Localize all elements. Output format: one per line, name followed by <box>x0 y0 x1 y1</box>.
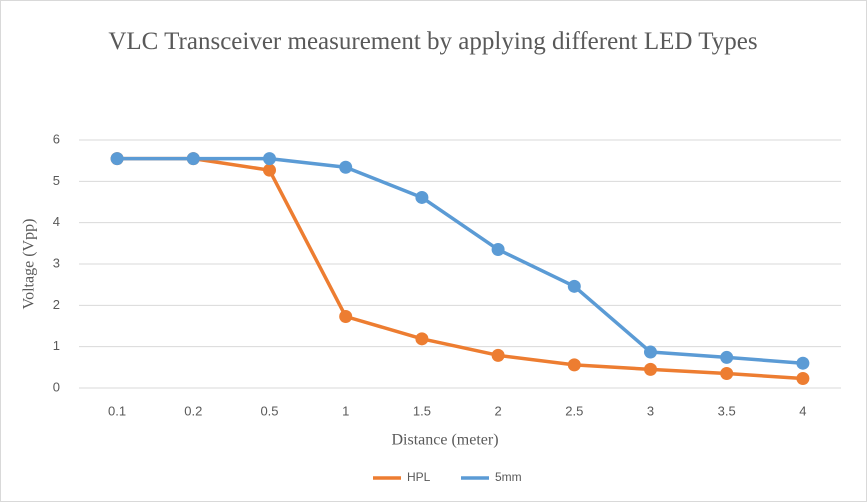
legend-label: HPL <box>407 470 431 484</box>
x-tick-label: 1 <box>342 403 349 418</box>
data-point <box>263 152 276 166</box>
y-tick-label: 1 <box>53 338 60 353</box>
y-tick-label: 4 <box>53 214 60 229</box>
y-tick-label: 6 <box>53 131 60 146</box>
x-tick-label: 1.5 <box>413 403 431 418</box>
x-tick-label: 2.5 <box>565 403 583 418</box>
y-tick-label: 5 <box>53 173 60 188</box>
data-point <box>567 358 581 372</box>
data-point <box>567 279 581 293</box>
chart-title: VLC Transceiver measurement by applying … <box>108 28 758 55</box>
legend-label: 5mm <box>495 470 522 484</box>
y-axis-label: Voltage (Vpp) <box>21 219 38 310</box>
x-tick-label: 0.2 <box>184 403 202 418</box>
data-point <box>186 152 200 166</box>
data-point <box>491 243 505 257</box>
x-tick-label: 0.1 <box>108 403 126 418</box>
data-point <box>415 332 429 346</box>
data-point <box>263 163 276 177</box>
x-tick-label: 2 <box>494 403 501 418</box>
data-point <box>720 367 734 381</box>
series-line <box>117 156 804 365</box>
data-point <box>110 152 124 166</box>
data-point <box>491 348 505 362</box>
x-axis-label: Distance (meter) <box>391 432 498 449</box>
data-point <box>796 371 810 385</box>
y-tick-label: 2 <box>53 297 60 312</box>
x-tick-label: 0.5 <box>260 403 278 418</box>
series-line <box>117 156 804 381</box>
data-point <box>415 190 429 204</box>
x-tick-label: 3 <box>647 403 654 418</box>
data-point <box>339 160 353 174</box>
data-point <box>644 362 657 376</box>
data-point <box>796 356 810 370</box>
data-point <box>339 309 353 323</box>
x-tick-label: 3.5 <box>718 403 736 418</box>
data-point <box>644 345 657 359</box>
y-tick-label: 3 <box>53 255 60 270</box>
x-tick-label: 4 <box>799 403 806 418</box>
y-tick-label: 0 <box>53 379 60 394</box>
data-point <box>720 350 734 364</box>
